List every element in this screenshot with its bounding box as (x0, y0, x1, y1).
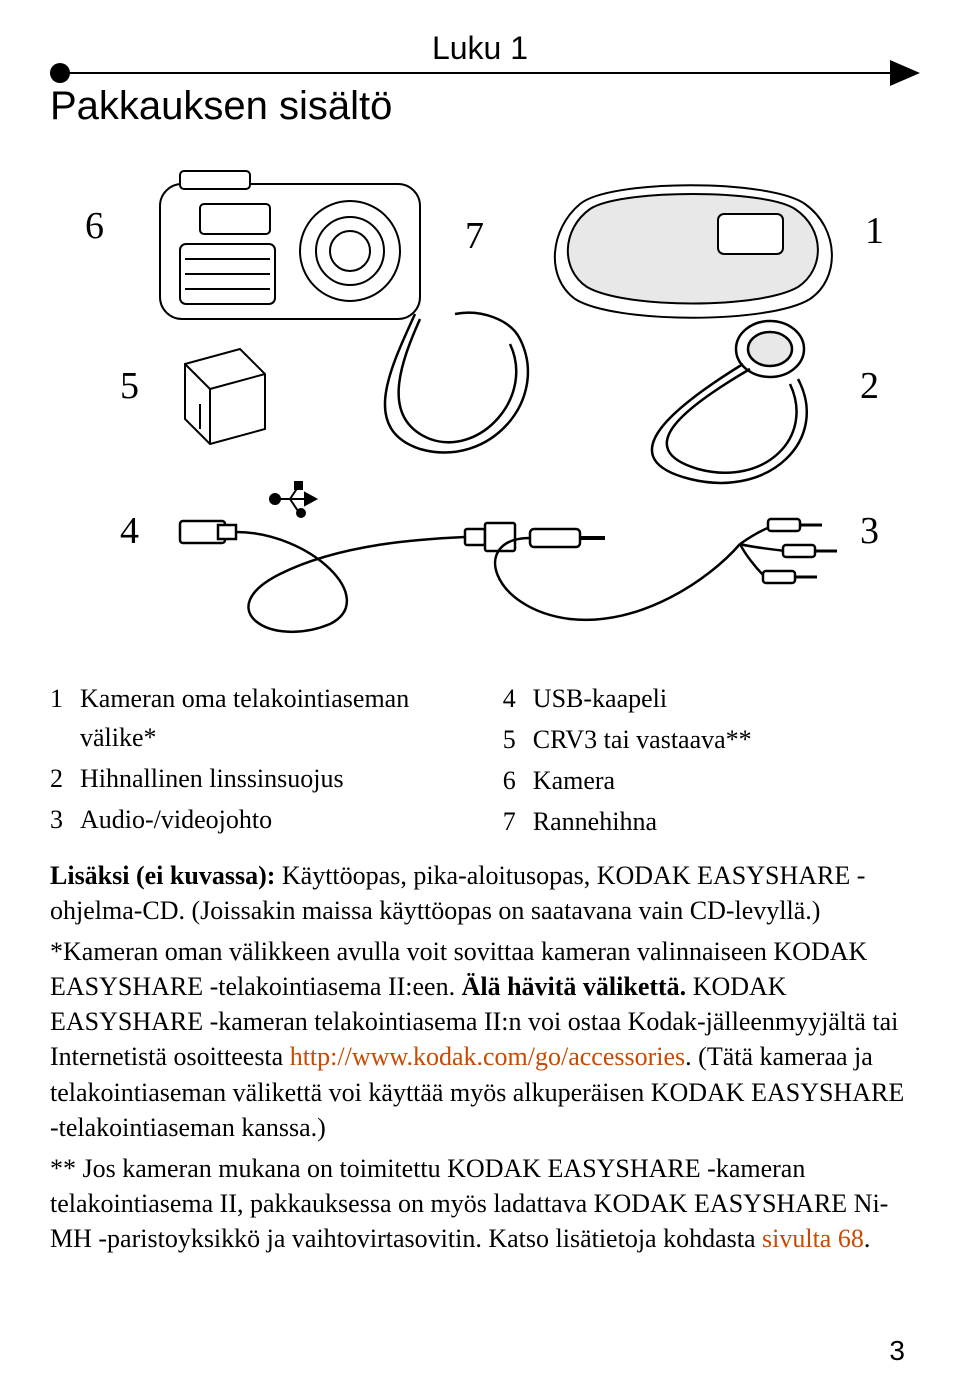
header-dot-icon (50, 63, 70, 83)
header-chevron-icon (890, 60, 920, 86)
list-item: 7 Rannehihna (503, 802, 910, 841)
list-item: 1Kameran oma telakointiaseman välike* (50, 679, 463, 757)
body-text: Lisäksi (ei kuvassa): Käyttöopas, pika-a… (50, 858, 910, 1256)
paragraph-2: *Kameran oman välikkeen avulla voit sovi… (50, 934, 910, 1145)
item-number: 2 (50, 759, 70, 798)
item-text: Hihnallinen linssinsuojus (80, 759, 463, 798)
diagram-label-1: 1 (865, 209, 884, 253)
item-list: 1Kameran oma telakointiaseman välike*2Hi… (50, 679, 910, 843)
accessories-link[interactable]: http://www.kodak.com/go/accessories (290, 1042, 685, 1071)
diagram-label-7: 7 (465, 214, 484, 258)
item-number: 6 (503, 761, 523, 800)
p2-bold: Älä hävitä välikettä. (462, 972, 687, 1001)
package-diagram: 6 7 1 5 2 4 3 (50, 149, 910, 659)
paragraph-3: ** Jos kameran mukana on toimitettu KODA… (50, 1151, 910, 1256)
item-number: 3 (50, 800, 70, 839)
header-rule (50, 72, 910, 74)
item-text: Audio-/videojohto (80, 800, 463, 839)
diagram-label-4: 4 (120, 509, 139, 553)
paragraph-1: Lisäksi (ei kuvassa): Käyttöopas, pika-a… (50, 858, 910, 928)
lead-bold: Lisäksi (ei kuvassa): (50, 861, 275, 890)
item-text: USB-kaapeli (533, 679, 910, 718)
item-number: 7 (503, 802, 523, 841)
diagram-label-5: 5 (120, 364, 139, 408)
diagram-label-6: 6 (85, 204, 104, 248)
item-number: 4 (503, 679, 523, 718)
diagram-label-3: 3 (860, 509, 879, 553)
diagram-label-2: 2 (860, 364, 879, 408)
item-text: Rannehihna (533, 802, 910, 841)
p3-b: . (864, 1224, 871, 1253)
list-item: 4 USB-kaapeli (503, 679, 910, 718)
page-title: Pakkauksen sisältö (50, 84, 910, 129)
page-ref-link[interactable]: sivulta 68 (762, 1224, 864, 1253)
list-item: 2 Hihnallinen linssinsuojus (50, 759, 463, 798)
item-number: 5 (503, 720, 523, 759)
page-number: 3 (889, 1335, 905, 1367)
list-item: 6 Kamera (503, 761, 910, 800)
item-text: CRV3 tai vastaava** (533, 720, 910, 759)
item-text: Kameran oma telakointiaseman välike* (80, 679, 463, 757)
list-item: 5 CRV3 tai vastaava** (503, 720, 910, 759)
chapter-label: Luku 1 (50, 30, 910, 67)
list-item: 3 Audio-/videojohto (50, 800, 463, 839)
item-number: 1 (50, 679, 70, 757)
item-text: Kamera (533, 761, 910, 800)
